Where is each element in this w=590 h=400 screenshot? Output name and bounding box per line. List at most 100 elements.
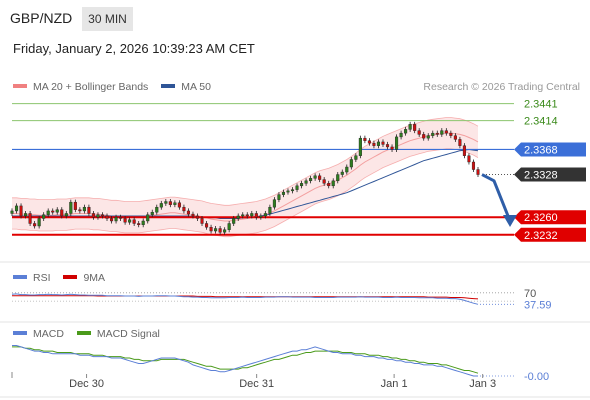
rsi-legend: RSI 9MA <box>13 272 115 284</box>
candle-body <box>33 223 37 227</box>
legend-item-bollinger: MA 20 + Bollinger Bands <box>13 81 148 93</box>
x-tick-label: Dec 30 <box>69 378 104 390</box>
rsi-line <box>11 293 479 305</box>
candle-body <box>177 202 181 208</box>
candle-body <box>119 217 123 219</box>
candle-body <box>399 132 403 138</box>
candle-body <box>137 223 141 225</box>
candle-body <box>146 214 150 222</box>
candle-body <box>87 206 91 214</box>
candle-body <box>37 218 41 227</box>
level-tag-support-2 <box>514 227 586 242</box>
candle-body <box>200 218 204 224</box>
candle-body <box>42 214 46 219</box>
candle-body <box>186 210 190 215</box>
candle-body <box>64 213 68 217</box>
candle-body <box>417 130 421 135</box>
candle-body <box>426 135 430 139</box>
candle-body <box>263 213 267 217</box>
candle-body <box>327 183 331 187</box>
candle-body <box>250 213 254 217</box>
candle-body <box>232 218 236 224</box>
candle-body <box>168 201 172 205</box>
candle-body <box>105 215 109 219</box>
rsi-value-label: 37.59 <box>524 299 552 311</box>
legend-item-rsi: RSI <box>13 272 51 284</box>
main-legend: MA 20 + Bollinger Bands MA 50 <box>13 81 221 93</box>
level-tag-last-price <box>514 167 586 182</box>
candle-body <box>395 136 399 150</box>
rsi-swatch <box>13 275 27 280</box>
candle-body <box>69 201 73 214</box>
candle-body <box>467 155 471 163</box>
chart-header: GBP/NZD 30 MIN <box>0 0 590 36</box>
level-tag-support-1 <box>514 210 586 225</box>
legend-item-macd: MACD <box>13 328 64 340</box>
level-label-last-price: 2.3328 <box>524 170 558 182</box>
candle-body <box>155 206 159 213</box>
candle-body <box>390 146 394 150</box>
candle-body <box>141 220 145 225</box>
candle-body <box>254 213 258 218</box>
candle-body <box>82 206 86 212</box>
level-label-support-1: 2.3260 <box>524 212 558 224</box>
candle-body <box>322 179 326 184</box>
candle-body <box>173 202 177 205</box>
legend-label-rsi: RSI <box>33 272 51 284</box>
candle-body <box>381 141 385 145</box>
candle-body <box>73 201 77 210</box>
candle-body <box>209 227 213 232</box>
candle-body <box>404 129 408 134</box>
candle-body <box>241 214 245 217</box>
candle-body <box>164 201 168 204</box>
macd-line <box>12 345 478 377</box>
bollinger-band-fill <box>12 117 478 237</box>
legend-label-macd: MACD <box>33 328 64 340</box>
candle-body <box>114 217 118 222</box>
candle-body <box>336 174 340 182</box>
bollinger-upper-line <box>12 117 479 206</box>
legend-item-macd-signal: MACD Signal <box>76 328 160 340</box>
macd-value-label: -0.00 <box>524 371 549 383</box>
candle-body <box>24 213 28 217</box>
candle-body <box>471 161 476 170</box>
level-label-resistance-1: 2.3414 <box>524 116 558 128</box>
timestamp: Friday, January 2, 2026 10:39:23 AM CET <box>13 41 255 56</box>
candle-body <box>286 190 290 193</box>
legend-label-macd-signal: MACD Signal <box>96 328 160 340</box>
candle-body <box>453 135 457 140</box>
candle-body <box>300 183 304 187</box>
candle-body <box>304 180 308 184</box>
candle-body <box>272 199 276 208</box>
macd-signal-swatch <box>76 331 91 336</box>
macd-legend: MACD MACD Signal <box>13 328 170 340</box>
bollinger-swatch <box>13 84 27 89</box>
candle-body <box>354 155 358 160</box>
x-tick-label: Jan 3 <box>469 378 496 390</box>
candle-body <box>376 141 381 146</box>
candle-body <box>277 194 281 200</box>
x-tick-label: Dec 31 <box>239 378 274 390</box>
candle-body <box>132 219 136 224</box>
candle-body <box>236 215 240 219</box>
candle-body <box>462 145 466 156</box>
candle-body <box>449 132 453 136</box>
candle-body <box>422 134 426 139</box>
candle-body <box>295 185 299 190</box>
candle-body <box>309 178 313 182</box>
candle-body <box>281 191 286 195</box>
candle-body <box>408 124 412 130</box>
forecast-arrow-line <box>481 173 512 222</box>
level-label-resistance-2: 2.3441 <box>524 99 558 111</box>
candle-body <box>51 210 55 213</box>
legend-label-bollinger: MA 20 + Bollinger Bands <box>33 81 149 93</box>
forecast-arrowhead <box>503 214 517 227</box>
timeframe-badge[interactable]: 30 MIN <box>82 7 133 31</box>
candle-body <box>96 214 100 218</box>
level-label-pivot: 2.3368 <box>524 144 558 156</box>
candle-body <box>259 215 263 218</box>
candle-body <box>268 206 272 214</box>
candle-body <box>214 228 218 232</box>
x-tick-label: Jan 1 <box>381 378 408 390</box>
